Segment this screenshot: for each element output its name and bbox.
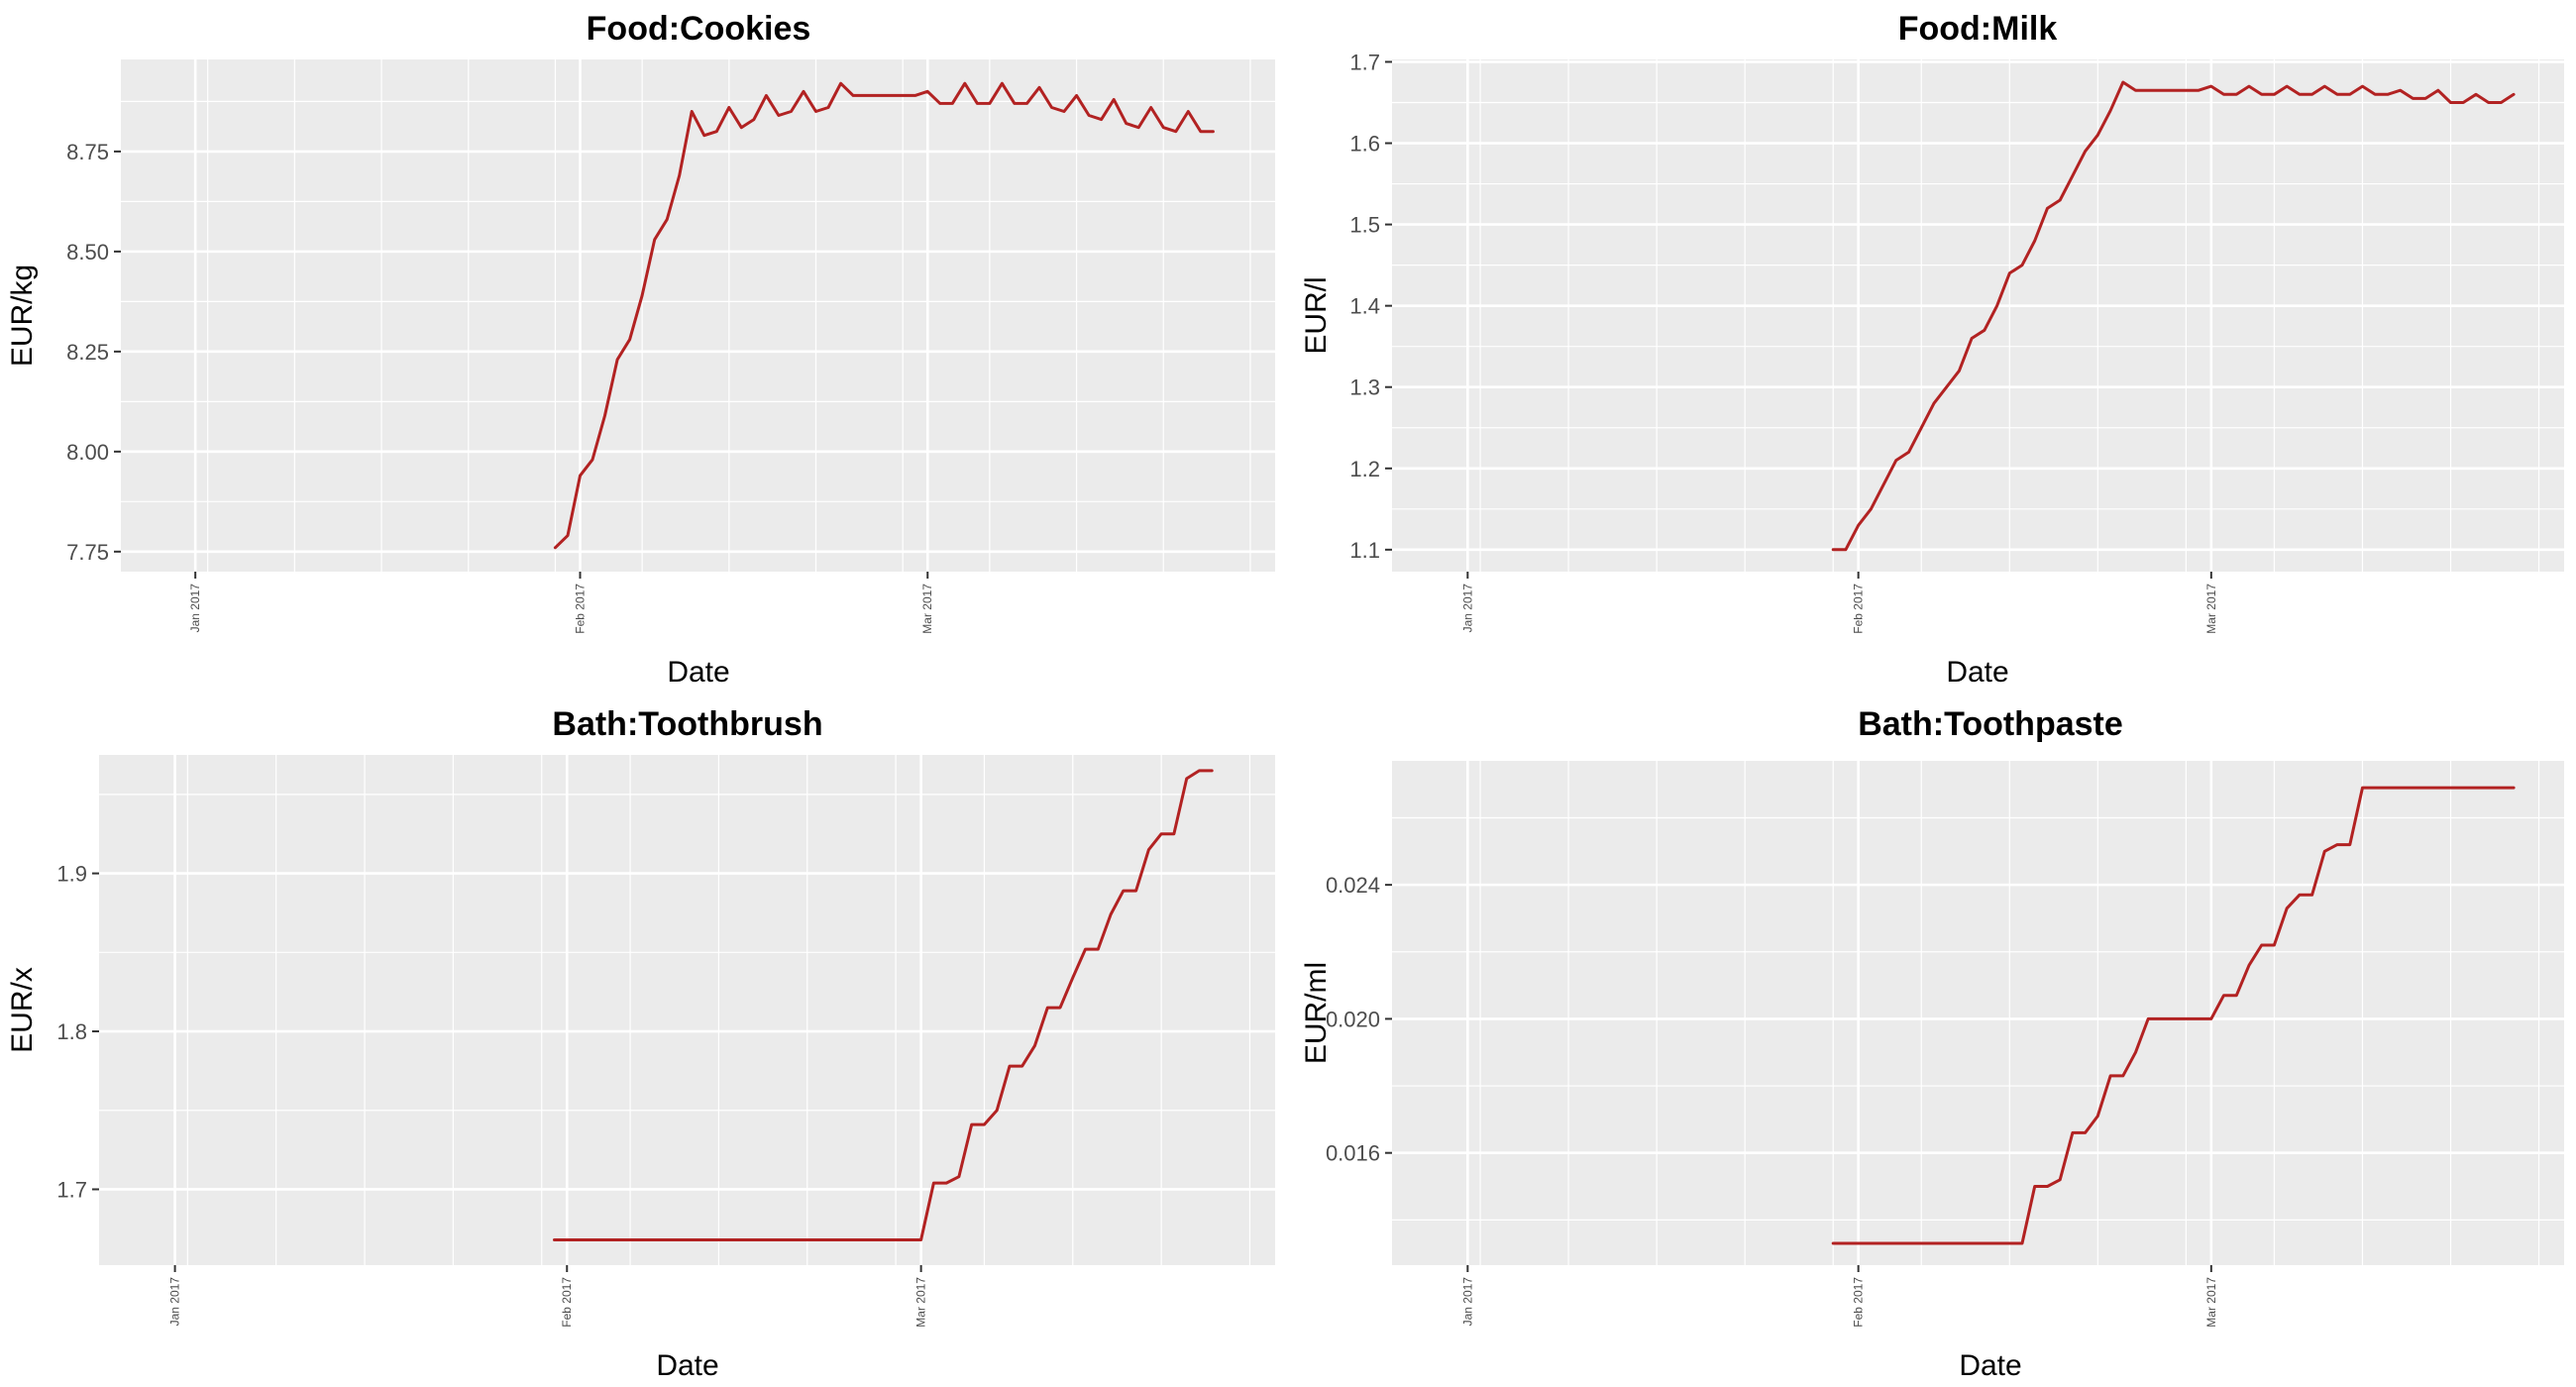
y-tick-label: 0.016	[1326, 1141, 1380, 1166]
chart-title: Food:Milk	[1898, 10, 2058, 48]
x-tick-label: Feb 2017	[1852, 584, 1866, 634]
x-tick-label: Jan 2017	[188, 584, 202, 633]
x-axis-title: Date	[1959, 1349, 2021, 1382]
y-tick-label: 1.4	[1349, 294, 1380, 319]
y-axis-title: EUR/l	[1300, 276, 1333, 354]
y-tick-label: 1.5	[1349, 213, 1380, 238]
y-tick-label: 1.9	[56, 862, 87, 887]
y-tick-label: 8.75	[66, 140, 109, 164]
x-tick-label: Mar 2017	[2204, 1277, 2218, 1328]
x-tick-label: Feb 2017	[573, 584, 587, 634]
y-tick-label: 1.2	[1349, 457, 1380, 481]
chart-panel-2: 1.1 1.2 1.3 1.4 1.5 1.6 1.7 Jan 2017 Feb 2017 Mar…	[1300, 10, 2564, 689]
y-tick-label: 1.7	[56, 1177, 87, 1202]
y-tick-label: 7.75	[66, 540, 109, 565]
x-tick-label: Mar 2017	[914, 1277, 928, 1328]
x-tick-label: Feb 2017	[1852, 1277, 1866, 1328]
series-line	[1831, 80, 2516, 552]
series-line	[1831, 786, 2516, 1245]
chart-panel-1: 7.75 8.00 8.25 8.50 8.75 Jan 2017 Feb 2017 Mar …	[6, 10, 1275, 689]
series-line	[553, 81, 1215, 550]
x-axis-title: Date	[656, 1349, 718, 1382]
y-axis-title: EUR/x	[6, 967, 39, 1053]
x-tick-label: Mar 2017	[2204, 584, 2218, 634]
x-tick-label: Jan 2017	[1460, 1277, 1474, 1327]
panel-background	[121, 59, 1275, 572]
x-tick-label: Mar 2017	[920, 584, 934, 634]
chart-title: Bath:Toothbrush	[552, 705, 822, 743]
x-axis-title: Date	[667, 656, 729, 689]
panel-background	[99, 755, 1275, 1265]
y-tick-label: 0.020	[1326, 1007, 1380, 1031]
y-tick-label: 1.1	[1349, 538, 1380, 563]
y-tick-label: 8.25	[66, 340, 109, 365]
y-axis-title: EUR/kg	[6, 265, 39, 367]
chart-title: Food:Cookies	[587, 10, 811, 48]
y-tick-label: 1.6	[1349, 132, 1380, 157]
x-tick-label: Jan 2017	[168, 1277, 182, 1327]
y-tick-label: 1.8	[56, 1019, 87, 1044]
y-tick-label: 8.00	[66, 440, 109, 465]
y-tick-label: 1.3	[1349, 375, 1380, 400]
y-tick-label: 0.024	[1326, 873, 1380, 898]
y-tick-label: 8.50	[66, 240, 109, 265]
y-axis-title: EUR/ml	[1300, 962, 1333, 1064]
panel-background	[1392, 59, 2564, 572]
x-tick-label: Feb 2017	[560, 1277, 574, 1328]
x-tick-label: Jan 2017	[1460, 584, 1474, 633]
x-axis-title: Date	[1946, 656, 2008, 689]
chart-title: Bath:Toothpaste	[1858, 705, 2123, 743]
y-tick-label: 1.7	[1349, 50, 1380, 74]
chart-panel-4: 0.016 0.020 0.024 Jan 2017 Feb 2017 Mar 2017 B…	[1300, 705, 2564, 1382]
series-line	[553, 769, 1214, 1241]
panel-background	[1392, 761, 2564, 1265]
chart-panel-3: 1.7 1.8 1.9 Jan 2017 Feb 2017 Mar 2017 Bath:To…	[6, 705, 1275, 1382]
